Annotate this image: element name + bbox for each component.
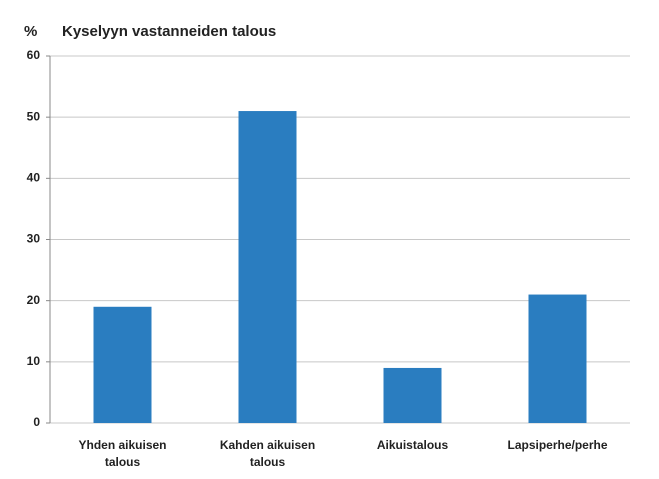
bar	[238, 111, 297, 424]
x-tick-label: Kahden aikuisen talous	[219, 438, 316, 469]
bar	[383, 367, 442, 423]
bar	[93, 306, 152, 423]
y-tick-label: 50	[27, 109, 41, 123]
y-tick-label: 30	[27, 232, 41, 246]
bar	[528, 294, 587, 423]
chart-title: Kyselyyn vastanneiden talous	[62, 23, 276, 40]
x-tick-label: Yhden aikuisen talous	[78, 438, 167, 469]
y-tick-label: 0	[33, 415, 40, 429]
y-tick-label: 60	[27, 48, 41, 62]
x-tick-label: Aikuistalous	[376, 438, 449, 452]
y-tick-label: 40	[27, 171, 41, 185]
y-axis-label: %	[24, 23, 37, 40]
y-tick-label: 10	[27, 354, 41, 368]
y-tick-label: 20	[27, 293, 41, 307]
x-tick-label: Lapsiperhe/perhe	[507, 438, 608, 452]
